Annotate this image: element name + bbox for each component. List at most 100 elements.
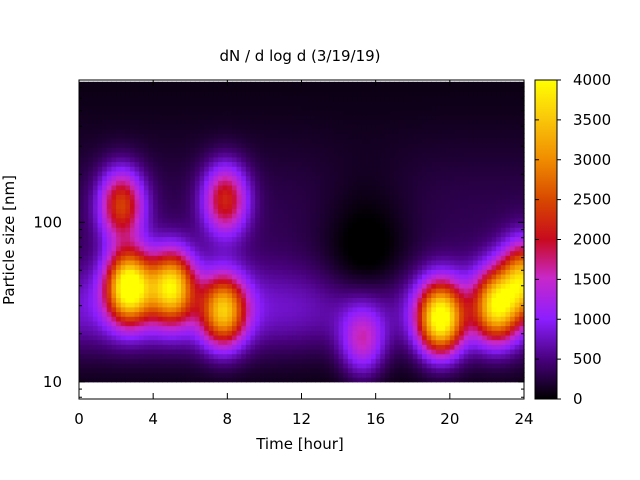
heatmap-cell (241, 156, 247, 163)
heatmap-cell (408, 208, 414, 214)
heatmap-cell (366, 306, 372, 313)
heatmap-cell (301, 194, 307, 200)
heatmap-cell (241, 363, 247, 369)
heatmap-cell (167, 217, 173, 224)
heatmap-cell (167, 91, 173, 97)
heatmap-cell (116, 377, 122, 383)
heatmap-cell (357, 241, 363, 247)
heatmap-cell (139, 180, 145, 186)
heatmap-cell (273, 363, 279, 369)
heatmap-cell (282, 161, 289, 167)
heatmap-cell (125, 264, 131, 270)
heatmap-cell (116, 344, 122, 350)
heatmap-cell (120, 330, 126, 336)
heatmap-cell (129, 344, 136, 350)
heatmap-cell (102, 91, 108, 97)
heatmap-cell (185, 250, 191, 256)
heatmap-cell (204, 152, 210, 158)
heatmap-cell (97, 208, 103, 214)
heatmap-cell (329, 152, 335, 158)
heatmap-cell (129, 109, 136, 116)
heatmap-cell (384, 367, 391, 374)
heatmap-cell (412, 227, 418, 233)
heatmap-cell (241, 250, 247, 256)
heatmap-cell (361, 255, 367, 261)
heatmap-cell (143, 114, 150, 120)
heatmap-cell (83, 297, 89, 303)
heatmap-cell (301, 86, 307, 92)
heatmap-cell (417, 358, 423, 364)
heatmap-cell (426, 302, 432, 308)
heatmap-cell (269, 297, 275, 303)
heatmap-cell (125, 217, 131, 224)
heatmap-cell (120, 213, 126, 219)
heatmap-cell (338, 95, 344, 102)
heatmap-cell (320, 255, 326, 261)
heatmap-cell (333, 363, 340, 369)
heatmap-cell (171, 306, 177, 313)
heatmap-cell (167, 138, 173, 144)
heatmap-cell (282, 273, 289, 280)
heatmap-cell (408, 255, 414, 261)
heatmap-cell (236, 353, 242, 359)
heatmap-cell (171, 86, 177, 92)
heatmap-cell (375, 269, 381, 275)
heatmap-cell (292, 245, 298, 252)
heatmap-cell (153, 367, 159, 374)
heatmap-cell (129, 175, 136, 181)
heatmap-cell (83, 372, 89, 378)
heatmap-cell (88, 231, 94, 238)
heatmap-cell (273, 273, 279, 280)
heatmap-cell (134, 166, 140, 172)
heatmap-cell (320, 231, 326, 238)
heatmap-cell (380, 91, 386, 97)
heatmap-cell (315, 302, 321, 308)
heatmap-cell (282, 105, 289, 111)
heatmap-cell (134, 377, 140, 383)
heatmap-cell (79, 166, 85, 172)
heatmap-cell (398, 353, 405, 359)
heatmap-cell (111, 259, 117, 266)
heatmap-cell (255, 269, 261, 275)
heatmap-cell (398, 344, 405, 350)
heatmap-cell (102, 170, 108, 177)
heatmap-cell (320, 81, 326, 88)
heatmap-cell (204, 372, 210, 378)
heatmap-cell (347, 81, 354, 88)
heatmap-cell (250, 105, 256, 111)
heatmap-cell (389, 227, 395, 233)
heatmap-cell (241, 377, 247, 383)
heatmap-cell (338, 166, 344, 172)
heatmap-cell (83, 109, 89, 116)
heatmap-cell (106, 348, 113, 355)
heatmap-cell (185, 377, 191, 383)
heatmap-cell (287, 114, 293, 120)
heatmap-cell (347, 353, 354, 359)
heatmap-cell (218, 367, 224, 374)
heatmap-cell (361, 91, 367, 97)
heatmap-cell (324, 133, 330, 139)
heatmap-cell (176, 245, 182, 252)
heatmap-cell (320, 236, 326, 242)
heatmap-cell (218, 255, 224, 261)
heatmap-cell (269, 100, 275, 106)
heatmap-cell (310, 292, 317, 299)
heatmap-cell (273, 372, 279, 378)
heatmap-cell (347, 217, 354, 224)
heatmap-cell (143, 292, 150, 299)
heatmap-cell (180, 180, 187, 186)
heatmap-cell (143, 255, 150, 261)
heatmap-cell (282, 128, 289, 134)
heatmap-cell (167, 297, 173, 303)
heatmap-cell (398, 152, 405, 158)
heatmap-cell (231, 175, 238, 181)
heatmap-cell (83, 255, 89, 261)
heatmap-cell (194, 367, 201, 374)
heatmap-cell (403, 109, 409, 116)
heatmap-cell (199, 161, 205, 167)
heatmap-cell (417, 166, 423, 172)
heatmap-cell (398, 123, 405, 130)
heatmap-cell (255, 119, 261, 125)
heatmap-cell (241, 105, 247, 111)
heatmap-cell (125, 213, 131, 219)
